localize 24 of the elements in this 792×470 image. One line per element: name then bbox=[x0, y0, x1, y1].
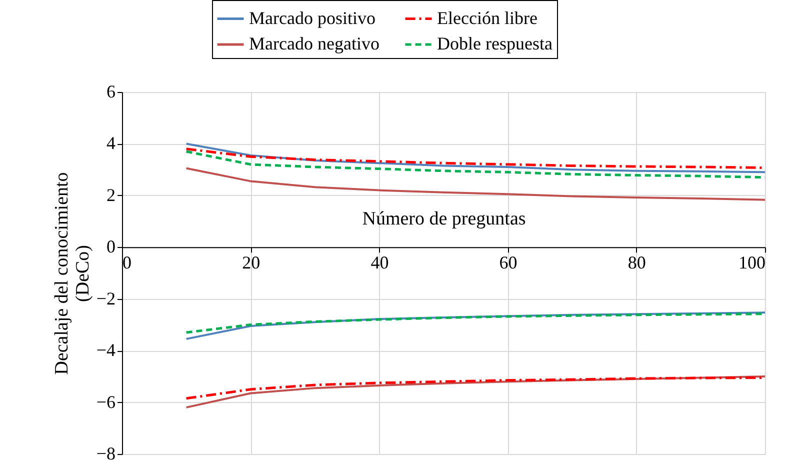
y-tick-label: −2 bbox=[96, 288, 116, 308]
legend-label: Marcado negativo bbox=[249, 34, 380, 54]
x-axis-title: Número de preguntas bbox=[362, 208, 526, 230]
y-tick-label: −8 bbox=[96, 444, 116, 464]
line-series bbox=[185, 375, 766, 408]
line-series bbox=[185, 167, 766, 201]
legend-label: Doble respuesta bbox=[437, 34, 552, 54]
x-tick-label: 80 bbox=[628, 252, 646, 273]
legend-label: Elección libre bbox=[437, 8, 538, 28]
y-axis-title: Decalaje del conocimiento (DeCo) bbox=[51, 172, 94, 375]
y-tick-label: −6 bbox=[96, 392, 116, 412]
y-tick-label: 6 bbox=[106, 82, 116, 102]
x-tick-label: 20 bbox=[242, 252, 260, 273]
y-tick-label: 2 bbox=[106, 184, 116, 205]
y-tick-label: 0 bbox=[106, 236, 116, 257]
x-tick-label: 60 bbox=[499, 252, 518, 273]
line-series bbox=[185, 312, 766, 340]
legend-label: Marcado positivo bbox=[249, 8, 376, 28]
x-tick-label: 0 bbox=[122, 252, 132, 273]
x-tick-label: 100 bbox=[738, 252, 766, 273]
y-tick-label: 4 bbox=[106, 133, 116, 154]
line-series bbox=[185, 142, 766, 174]
y-tick-label: −4 bbox=[96, 340, 116, 360]
x-tick-label: 40 bbox=[370, 252, 389, 273]
